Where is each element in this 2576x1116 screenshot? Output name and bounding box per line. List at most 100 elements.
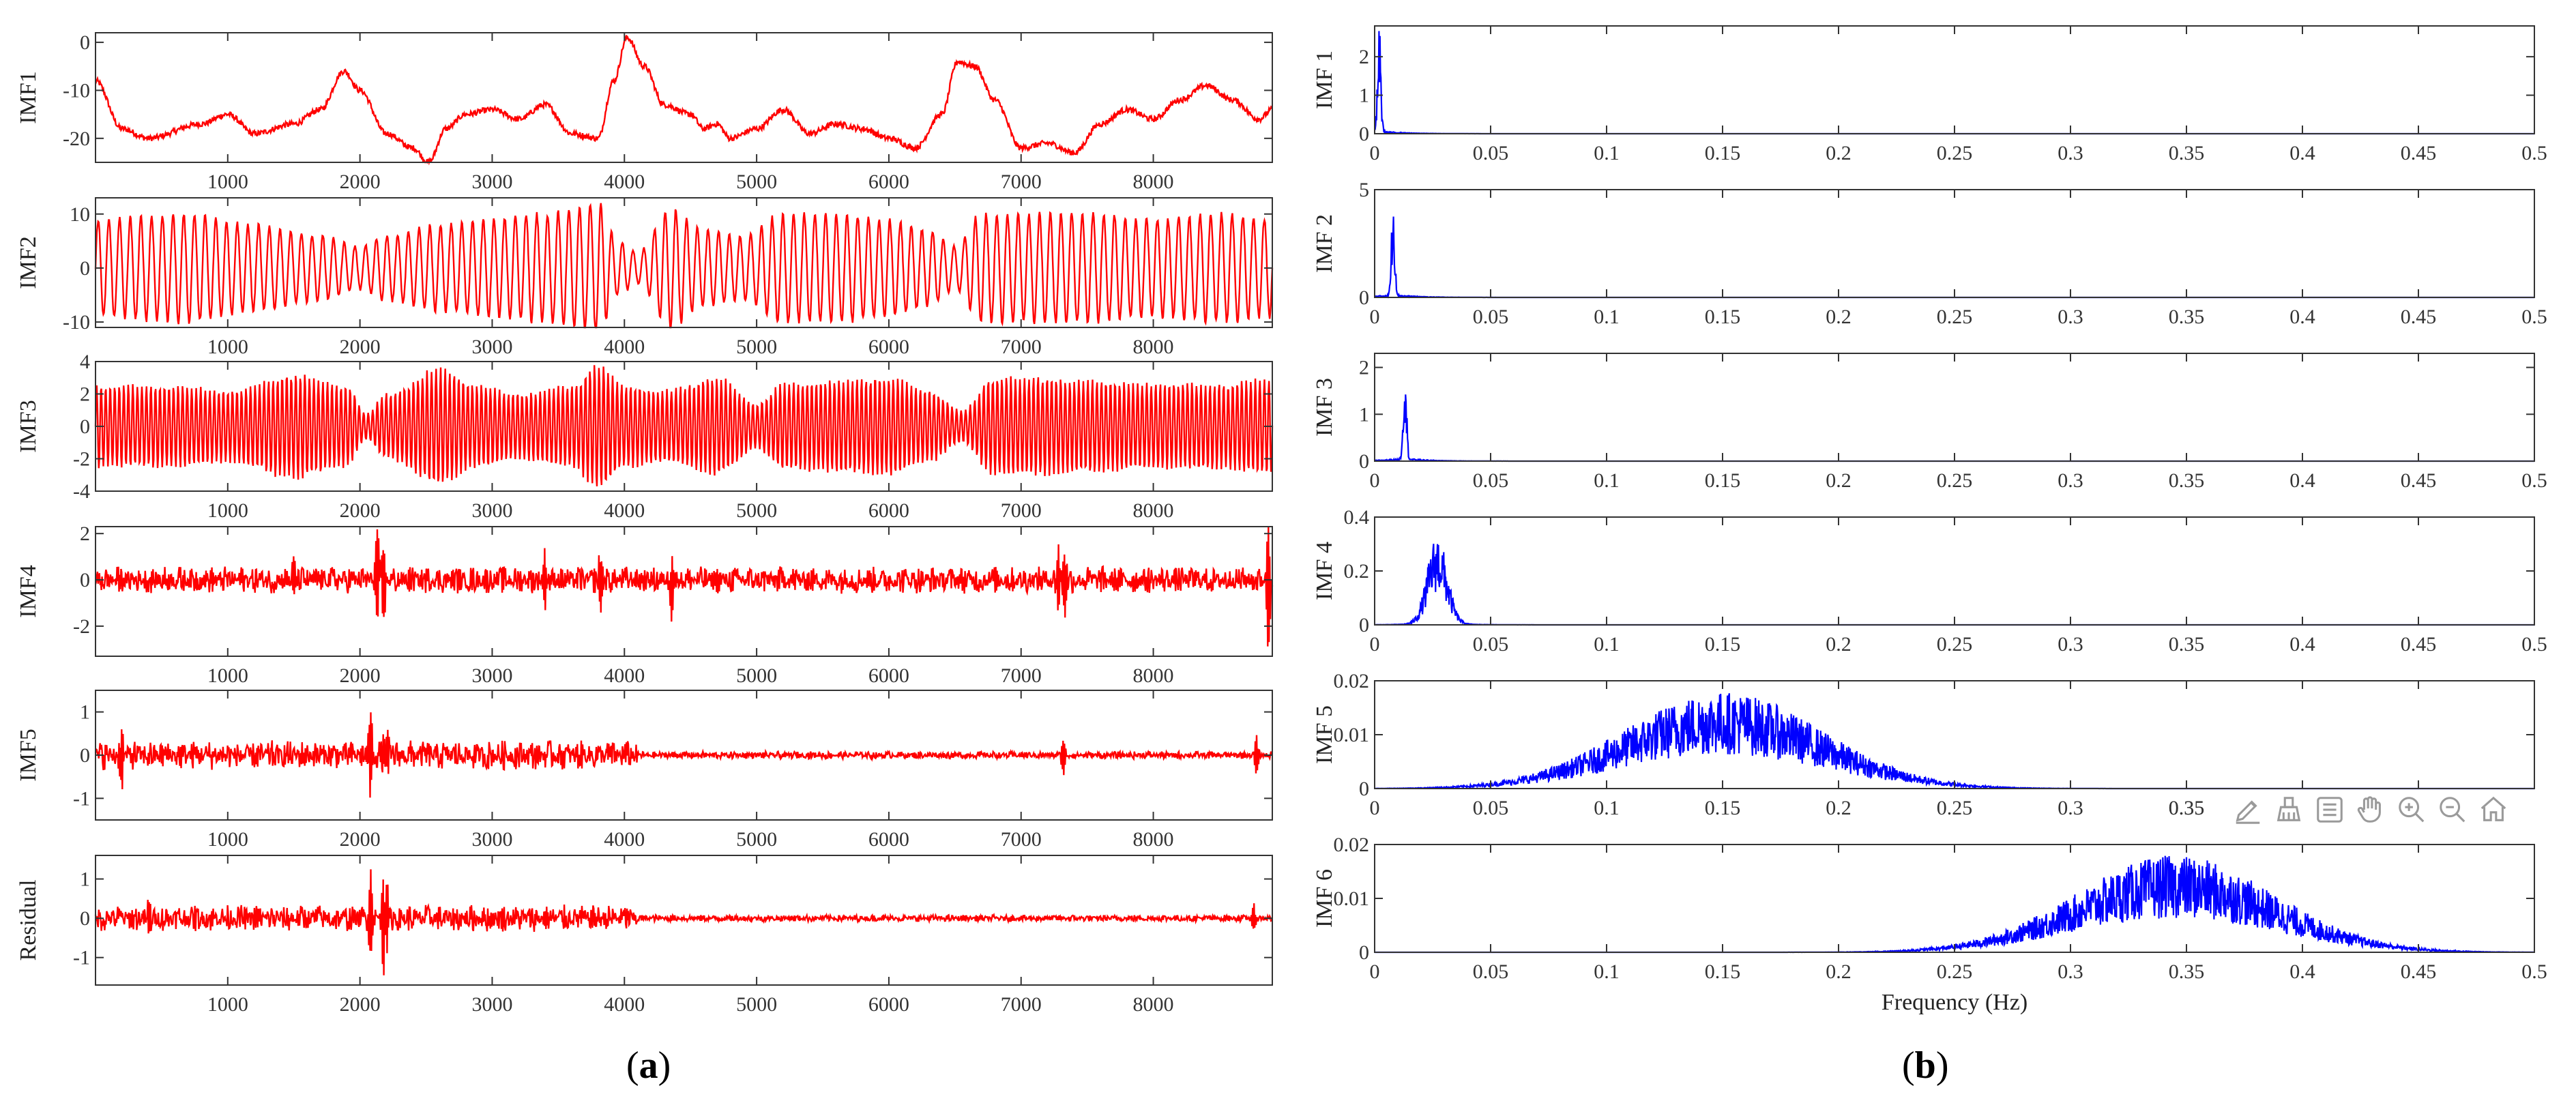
x-tick-label-b-2-3: 0.15 xyxy=(1705,306,1741,328)
y-tick-label-a-1-1: -10 xyxy=(63,79,90,102)
panel-b-row-1: 2 1 00 0.05 0.1 0.15 0.2 0.25 0.3 0.35 0.4 0.45 0.5 I… xyxy=(1312,25,2547,164)
y-tick-label-a-3-1: 2 xyxy=(80,383,90,406)
y-tick-label-a-5-0: 1 xyxy=(80,701,90,724)
x-tick-label-b-3-0: 0 xyxy=(1370,469,1380,492)
x-tick-label-a-6-4: 5000 xyxy=(736,993,777,1016)
panel-a-row-2: 10 0 -10 1000 2000 3000 4000 5000 6000 7000 8000 IM… xyxy=(16,197,1274,358)
axes-b-2-frame xyxy=(1374,189,2535,298)
y-tick-label-a-3-2: 0 xyxy=(80,415,90,438)
home-icon[interactable] xyxy=(2475,791,2512,828)
clear-brush-icon[interactable] xyxy=(2270,791,2307,828)
x-tick-label-b-3-7: 0.35 xyxy=(2169,469,2205,492)
y-tick-label-b-1-1: 1 xyxy=(1359,85,1369,107)
x-tick-label-b-1-3: 0.15 xyxy=(1705,142,1741,164)
y-axis-label-b-5: IMF 5 xyxy=(1312,705,1337,764)
series-line-b-6 xyxy=(1375,855,2534,954)
x-tick-label-a-3-6: 7000 xyxy=(1001,499,1042,522)
series-line-b-5 xyxy=(1375,693,2534,790)
x-tick-label-b-5-5: 0.25 xyxy=(1937,797,1973,819)
x-tick-label-b-2-0: 0 xyxy=(1370,306,1380,328)
x-tick-label-a-5-1: 2000 xyxy=(340,828,381,851)
x-tick-label-a-1-0: 1000 xyxy=(207,171,248,193)
x-tick-label-b-6-10: 0.5 xyxy=(2521,960,2547,983)
x-tick-label-b-1-10: 0.5 xyxy=(2521,142,2547,164)
x-tick-label-a-6-0: 1000 xyxy=(207,993,248,1016)
x-axis-label-b: Frequency (Hz) xyxy=(1882,990,2028,1015)
plot-toolbar xyxy=(2229,791,2512,828)
y-tick-label-a-1-2: -20 xyxy=(63,128,90,150)
y-tick-label-a-2-0: 10 xyxy=(70,203,90,226)
y-axis-label-a-3: IMF3 xyxy=(16,400,41,452)
x-tick-label-b-5-4: 0.2 xyxy=(1826,797,1852,819)
x-tick-label-b-6-7: 0.35 xyxy=(2169,960,2205,983)
legend-icon[interactable] xyxy=(2311,791,2348,828)
x-tick-label-a-1-5: 6000 xyxy=(868,171,909,193)
panel-b-row-6: 0.02 0.01 00 0.05 0.1 0.15 0.2 0.25 0.3 0.35 0.4 0.… xyxy=(1312,834,2547,983)
y-tick-label-b-4-0: 0.4 xyxy=(1344,506,1370,529)
x-tick-label-a-1-1: 2000 xyxy=(340,171,381,193)
x-tick-label-a-3-3: 4000 xyxy=(604,499,645,522)
x-tick-label-b-6-6: 0.3 xyxy=(2058,960,2083,983)
x-tick-label-b-2-1: 0.05 xyxy=(1473,306,1509,328)
y-tick-label-a-3-0: 4 xyxy=(80,351,90,373)
x-tick-label-a-6-2: 3000 xyxy=(471,993,512,1016)
x-tick-label-a-1-2: 3000 xyxy=(471,171,512,193)
panel-a-row-1: 0 -10 -20 1000 2000 3000 4000 5000 6000 7000 8000 I… xyxy=(16,31,1273,193)
series-line-a-6 xyxy=(94,869,1273,975)
x-tick-label-a-1-7: 8000 xyxy=(1133,171,1174,193)
x-tick-label-a-1-6: 7000 xyxy=(1001,171,1042,193)
y-tick-label-a-2-1: 0 xyxy=(80,257,90,280)
y-tick-label-b-3-2: 0 xyxy=(1359,450,1369,473)
y-tick-label-b-5-0: 0.02 xyxy=(1334,670,1370,692)
y-axis-label-a-5: IMF5 xyxy=(16,729,41,781)
x-tick-label-b-5-1: 0.05 xyxy=(1473,797,1509,819)
x-tick-label-b-2-5: 0.25 xyxy=(1937,306,1973,328)
y-tick-label-b-3-0: 2 xyxy=(1359,357,1369,379)
x-tick-label-b-3-5: 0.25 xyxy=(1937,469,1973,492)
y-tick-label-b-6-2: 0 xyxy=(1359,941,1369,964)
x-tick-label-a-6-6: 7000 xyxy=(1001,993,1042,1016)
x-tick-label-a-4-6: 7000 xyxy=(1001,664,1042,687)
y-tick-label-b-2-0: 5 xyxy=(1359,179,1369,201)
edit-brush-icon[interactable] xyxy=(2229,791,2266,828)
y-tick-label-b-4-2: 0 xyxy=(1359,614,1369,636)
x-tick-label-b-4-10: 0.5 xyxy=(2521,633,2547,656)
x-tick-label-b-5-2: 0.1 xyxy=(1594,797,1620,819)
x-tick-label-a-2-6: 7000 xyxy=(1001,336,1042,358)
y-axis-label-a-1: IMF1 xyxy=(16,71,41,123)
axes-b-4-frame xyxy=(1374,516,2535,626)
x-tick-label-a-4-3: 4000 xyxy=(604,664,645,687)
x-tick-label-b-4-0: 0 xyxy=(1370,633,1380,656)
y-tick-label-a-6-0: 1 xyxy=(80,868,90,891)
x-tick-label-b-1-0: 0 xyxy=(1370,142,1380,164)
panel-b-row-2: 5 00 0.05 0.1 0.15 0.2 0.25 0.3 0.35 0.4 0.45 0.5 IM… xyxy=(1312,179,2547,328)
x-tick-label-a-5-5: 6000 xyxy=(868,828,909,851)
y-tick-label-b-5-2: 0 xyxy=(1359,778,1369,800)
zoom-in-icon[interactable] xyxy=(2393,791,2430,828)
panel-a-row-3: 4 2 0 -2 -4 1000 2000 3000 4000 5000 6000 7000 8000 I… xyxy=(16,351,1274,522)
x-tick-label-a-1-3: 4000 xyxy=(604,171,645,193)
axes-b-1-frame xyxy=(1374,25,2535,134)
panel-b-row-4: 0.4 0.2 00 0.05 0.1 0.15 0.2 0.25 0.3 0.35 0.4 0.45… xyxy=(1312,506,2547,656)
panel-b-row-3: 2 1 00 0.05 0.1 0.15 0.2 0.25 0.3 0.35 0.4 0.45 0.5 I… xyxy=(1312,353,2547,492)
y-tick-label-a-4-1: 0 xyxy=(80,569,90,591)
y-tick-label-b-6-1: 0.01 xyxy=(1334,887,1370,910)
y-tick-label-b-6-0: 0.02 xyxy=(1334,834,1370,856)
y-axis-label-b-2: IMF 2 xyxy=(1312,214,1337,273)
zoom-out-icon[interactable] xyxy=(2434,791,2471,828)
y-tick-label-b-2-1: 0 xyxy=(1359,287,1369,309)
series-line-b-3 xyxy=(1375,394,2534,462)
x-tick-label-b-3-9: 0.45 xyxy=(2401,469,2437,492)
x-tick-label-b-6-8: 0.4 xyxy=(2289,960,2315,983)
y-tick-label-b-1-0: 2 xyxy=(1359,46,1369,68)
series-line-a-1 xyxy=(94,35,1273,166)
x-tick-label-b-4-6: 0.3 xyxy=(2058,633,2083,656)
x-tick-label-b-2-7: 0.35 xyxy=(2169,306,2205,328)
series-line-a-4 xyxy=(94,526,1274,647)
pan-hand-icon[interactable] xyxy=(2352,791,2389,828)
x-tick-label-b-6-5: 0.25 xyxy=(1937,960,1973,983)
axes-a-1-frame xyxy=(95,32,1273,163)
y-axis-label-a-4: IMF4 xyxy=(16,565,41,617)
x-tick-label-a-5-0: 1000 xyxy=(207,828,248,851)
